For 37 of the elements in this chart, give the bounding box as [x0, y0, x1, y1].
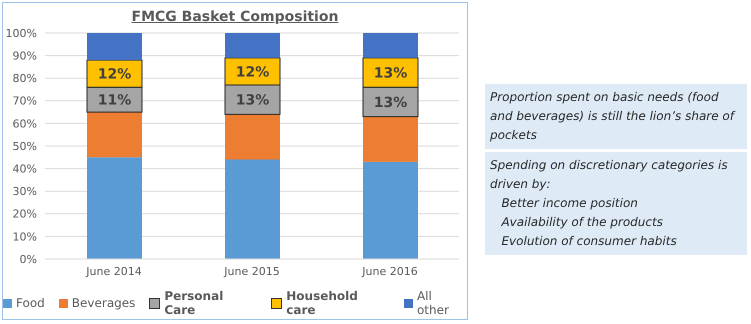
- data-label: 13%: [236, 92, 270, 109]
- bar: [87, 112, 142, 158]
- y-tick-label: 80%: [12, 72, 37, 86]
- y-tick-label: 20%: [12, 208, 37, 221]
- y-tick-label: 60%: [12, 117, 37, 130]
- y-tick-label: 100%: [6, 26, 37, 40]
- legend-label: Household care: [285, 289, 359, 317]
- bar: [363, 162, 418, 259]
- bar: [87, 157, 142, 259]
- legend-label: Personal Care: [163, 289, 224, 317]
- y-tick-label: 70%: [12, 94, 37, 108]
- y-tick-label: 40%: [12, 162, 37, 176]
- data-label: 13%: [374, 94, 408, 111]
- legend-label: All other: [416, 289, 450, 317]
- y-tick-label: 50%: [12, 140, 37, 153]
- bar: [363, 33, 418, 58]
- x-tick-label: June 2016: [361, 264, 418, 278]
- chart-title: FMCG Basket Composition: [130, 9, 340, 25]
- bar: [225, 114, 280, 160]
- text: Spending on discretionary categories is driven by: Better income position Availability of the products Evolution of consumer habits: [485, 152, 747, 255]
- y-tick-label: 0%: [20, 252, 37, 266]
- y-tick-label: 10%: [12, 230, 37, 244]
- data-label: 12%: [98, 66, 132, 83]
- legend-label: Food: [15, 295, 45, 312]
- y-tick-label: 90%: [12, 50, 37, 63]
- data-label: 13%: [374, 66, 408, 82]
- bar: [225, 33, 280, 58]
- bar: [225, 160, 280, 259]
- x-tick-label: June 2015: [223, 264, 280, 278]
- bar: [363, 116, 418, 162]
- bar: [87, 33, 142, 60]
- legend-label: Beverages: [70, 295, 136, 312]
- data-label: 12%: [236, 64, 270, 80]
- y-tick-label: 30%: [12, 185, 37, 198]
- text: Proportion spent on basic needs (food and beverages) is still the lion’s share of pockets: [485, 84, 747, 149]
- data-label: 11%: [98, 92, 132, 109]
- x-tick-label: June 2014: [85, 264, 142, 278]
